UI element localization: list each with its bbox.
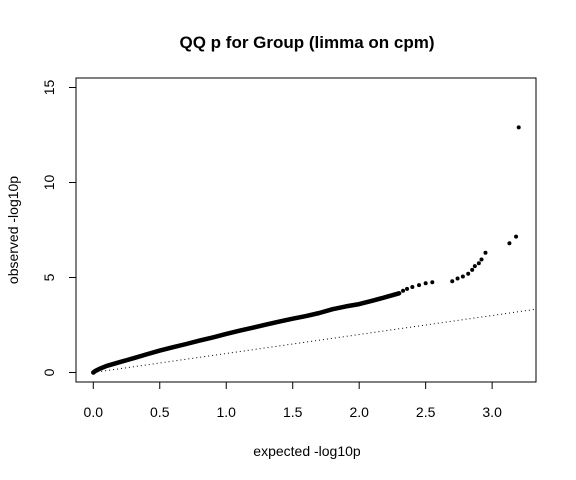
- data-point: [483, 250, 488, 255]
- data-point: [417, 283, 422, 288]
- x-tick-label: 0.5: [150, 404, 170, 420]
- data-point: [507, 241, 512, 246]
- data-point: [401, 288, 406, 293]
- x-tick-label: 3.0: [482, 404, 502, 420]
- x-axis-label: expected -log10p: [253, 443, 361, 459]
- y-tick-label: 5: [41, 273, 57, 281]
- data-points: [401, 125, 521, 293]
- y-tick-label: 0: [41, 368, 57, 376]
- data-point: [450, 279, 455, 284]
- y-axis-label: observed -log10p: [5, 176, 21, 284]
- x-tick-label: 2.0: [349, 404, 369, 420]
- reference-line: [93, 308, 537, 373]
- plot-frame: [75, 77, 537, 383]
- data-point: [516, 125, 521, 130]
- x-tick-label: 1.0: [216, 404, 236, 420]
- data-point: [460, 274, 465, 279]
- x-tick-label: 1.5: [283, 404, 303, 420]
- y-tick-label: 10: [41, 175, 57, 191]
- x-axis: 0.0 0.5 1.0 1.5 2.0 2.5 3.0: [84, 381, 502, 420]
- data-point: [479, 257, 484, 262]
- chart-title: QQ p for Group (limma on cpm): [180, 33, 435, 52]
- data-point: [476, 261, 481, 266]
- data-point: [470, 267, 475, 272]
- data-point: [514, 234, 519, 239]
- y-axis: 0 5 10 15: [41, 80, 77, 376]
- data-point: [472, 264, 477, 269]
- y-tick-label: 15: [41, 80, 57, 96]
- data-point: [405, 286, 410, 291]
- x-tick-label: 0.0: [84, 404, 104, 420]
- observed-trend-curve: [91, 291, 402, 375]
- x-tick-label: 2.5: [416, 404, 436, 420]
- data-point: [455, 276, 460, 281]
- data-point: [410, 285, 415, 289]
- data-point: [466, 271, 471, 276]
- data-point: [423, 281, 428, 286]
- data-point: [430, 280, 435, 285]
